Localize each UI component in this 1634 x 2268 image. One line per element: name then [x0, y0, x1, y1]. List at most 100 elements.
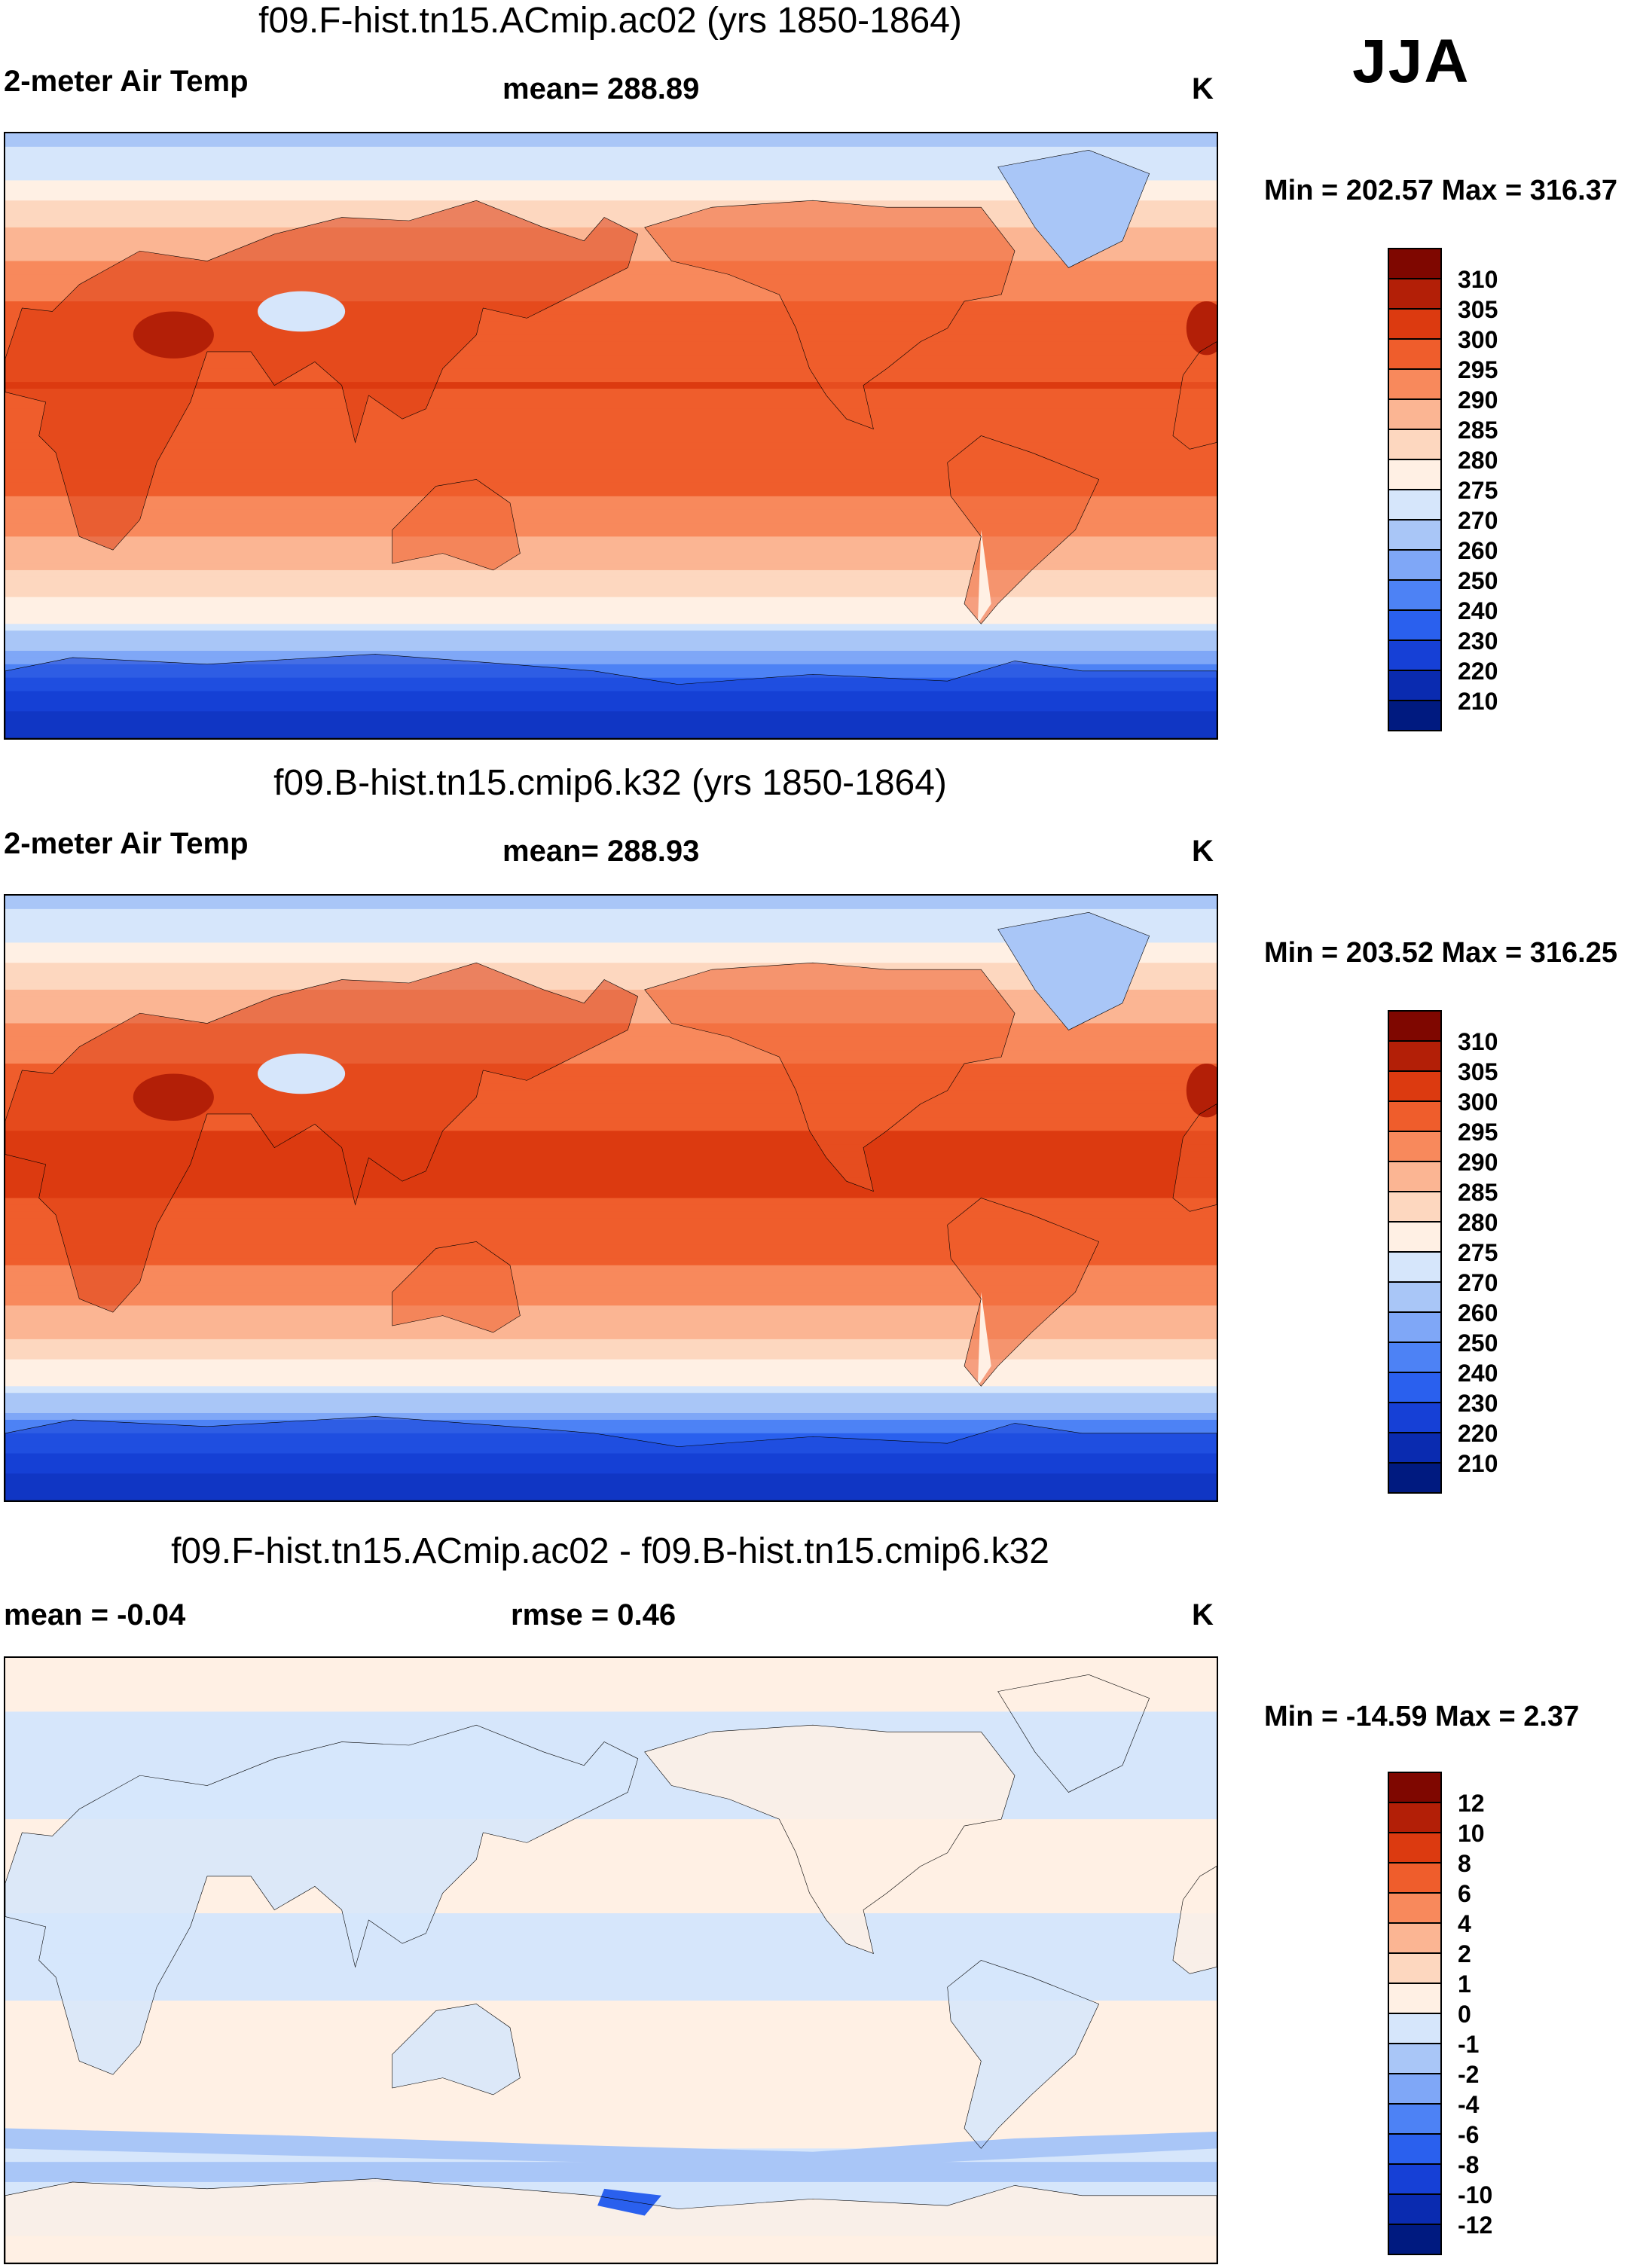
colorbar-tick-label: -6 — [1458, 2121, 1479, 2148]
colorbar-box — [1388, 1892, 1442, 1924]
lat-band — [5, 1225, 1217, 1233]
lat-band — [5, 476, 1217, 484]
panel-3-title: f09.F-hist.tn15.ACmip.ac02 - f09.B-hist.… — [171, 1531, 1049, 1571]
panel-2-min-max: Min = 203.52 Max = 316.25 — [1264, 937, 1617, 969]
colorbar-tick-label: 10 — [1458, 1820, 1485, 1847]
colorbar-tick-label: 280 — [1458, 447, 1498, 474]
coastline — [5, 963, 638, 1312]
panel-3-units: K — [1192, 1598, 1214, 1632]
greenland-cold-region — [997, 912, 1150, 1030]
lat-band — [5, 2162, 1217, 2169]
colorbar-box — [1388, 248, 1442, 279]
colorbar-box — [1388, 1221, 1442, 1253]
coastline — [645, 1725, 1015, 1953]
colorbar-box — [1388, 1311, 1442, 1343]
colorbar-box — [1388, 278, 1442, 310]
coastline — [948, 1198, 1099, 1387]
colorbar-tick-label: 275 — [1458, 1239, 1498, 1266]
lat-band — [5, 664, 1217, 672]
colorbar-tick-label: 285 — [1458, 1179, 1498, 1206]
colorbar-box — [1388, 1131, 1442, 1162]
lat-band — [5, 1426, 1217, 1434]
lat-band — [5, 362, 1217, 370]
lat-band — [5, 949, 1217, 957]
lat-band — [5, 160, 1217, 168]
lat-band — [5, 1832, 1217, 1840]
panel-2-colorbar: 210 220 230 240 250 260 270 275 280 285 290 295 300 3… — [1388, 1010, 1539, 1494]
lat-band — [5, 597, 1217, 605]
colorbar-box — [1388, 1372, 1442, 1403]
lat-band — [5, 1097, 1217, 1105]
lat-band — [5, 1886, 1217, 1894]
lat-band — [5, 442, 1217, 450]
lat-band — [5, 942, 1217, 951]
colorbar-box — [1388, 1772, 1442, 1803]
lat-band — [5, 1218, 1217, 1226]
lat-band — [5, 1960, 1217, 1968]
colorbar-tick-label: 300 — [1458, 326, 1498, 353]
colorbar-tick-label: 240 — [1458, 597, 1498, 624]
panel-3-rmse-label: rmse = 0.46 — [511, 1598, 677, 1632]
land-region — [392, 1241, 521, 1332]
colorbar-tick-label: 260 — [1458, 537, 1498, 564]
lat-band — [5, 1339, 1217, 1347]
lat-band — [5, 187, 1217, 195]
lat-band — [5, 1278, 1217, 1287]
lat-band — [5, 2034, 1217, 2042]
lat-band — [5, 462, 1217, 471]
colorbar-tick-label: 305 — [1458, 1058, 1498, 1085]
lat-band — [5, 1332, 1217, 1340]
lat-band — [5, 146, 1217, 154]
lat-band — [5, 1285, 1217, 1293]
lat-band — [5, 1299, 1217, 1307]
lat-band — [5, 1738, 1217, 1746]
lat-band — [5, 1718, 1217, 1726]
plateau-cold-spot — [258, 1053, 346, 1094]
colorbar-box — [1388, 519, 1442, 551]
lat-band — [5, 415, 1217, 423]
colorbar-box — [1388, 2163, 1442, 2195]
colorbar-box — [1388, 1952, 1442, 1984]
lat-band — [5, 2135, 1217, 2143]
lat-band — [5, 1677, 1217, 1686]
lat-band — [5, 908, 1217, 917]
panel-2-map — [4, 894, 1218, 1502]
lat-band — [5, 288, 1217, 296]
lat-band — [5, 1987, 1217, 1995]
lat-band — [5, 624, 1217, 632]
colorbar-box — [1388, 639, 1442, 671]
colorbar-box — [1388, 2043, 1442, 2074]
lat-band — [5, 395, 1217, 403]
lat-band — [5, 1866, 1217, 1874]
lat-band — [5, 1980, 1217, 1989]
coastline — [998, 912, 1150, 1030]
lat-band — [5, 1826, 1217, 1833]
panel-3-map — [4, 1656, 1218, 2264]
lat-band — [5, 1873, 1217, 1881]
lat-band — [5, 1711, 1217, 1720]
colorbar-tick-label: 290 — [1458, 1149, 1498, 1176]
colorbar-tick-label: 4 — [1458, 1910, 1471, 1937]
lat-band — [5, 543, 1217, 551]
coastline — [1173, 1104, 1217, 1212]
lat-band — [5, 651, 1217, 658]
lat-band — [5, 1698, 1217, 1706]
colorbar-box — [1388, 1402, 1442, 1433]
lat-band — [5, 341, 1217, 350]
lat-band — [5, 1305, 1217, 1314]
colorbar-box — [1388, 368, 1442, 400]
lat-band — [5, 1732, 1217, 1739]
colorbar-box — [1388, 1100, 1442, 1132]
lat-band — [5, 334, 1217, 343]
coastline — [5, 654, 1217, 738]
colorbar-box — [1388, 459, 1442, 490]
lat-band — [5, 375, 1217, 383]
lat-band — [5, 1238, 1217, 1246]
lat-band — [5, 1137, 1217, 1146]
lat-band — [5, 2007, 1217, 2015]
lat-band — [5, 2141, 1217, 2150]
lat-band — [5, 1258, 1217, 1266]
lat-band — [5, 902, 1217, 910]
lat-band — [5, 1057, 1217, 1064]
lat-band — [5, 1906, 1217, 1914]
